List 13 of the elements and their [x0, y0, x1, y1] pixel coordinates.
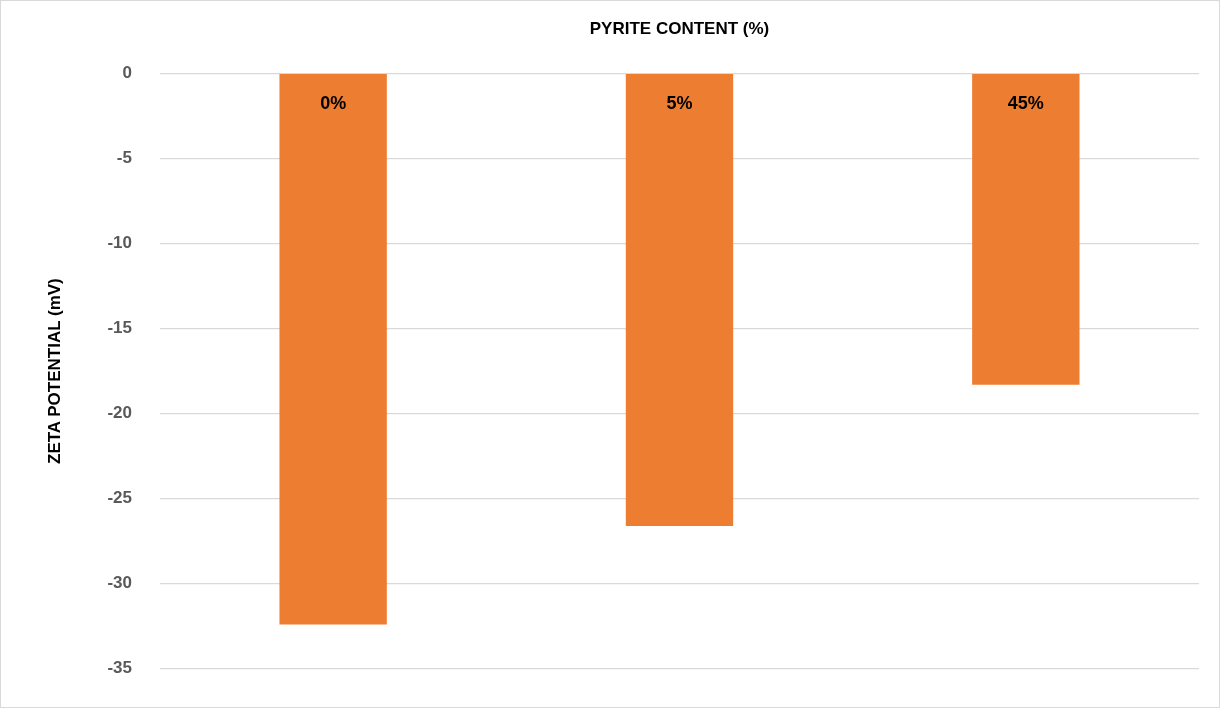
x-axis-title: PYRITE CONTENT (%) [589, 18, 770, 38]
y-tick-label: -35 [107, 658, 132, 678]
y-tick-label: -20 [107, 403, 132, 423]
x-tick-label: 45% [1007, 93, 1044, 114]
y-tick-label: -25 [107, 488, 132, 508]
y-axis-title: ZETA POTENTIAL (mV) [44, 278, 64, 464]
x-tick-label: 0% [320, 93, 347, 114]
y-tick-label: -30 [107, 573, 132, 593]
y-tick-label: -10 [107, 233, 132, 253]
x-tick-label: 5% [666, 93, 693, 114]
y-tick-label: -5 [116, 148, 132, 168]
y-tick-label: 0 [122, 63, 132, 83]
y-tick-label: -15 [107, 318, 132, 338]
